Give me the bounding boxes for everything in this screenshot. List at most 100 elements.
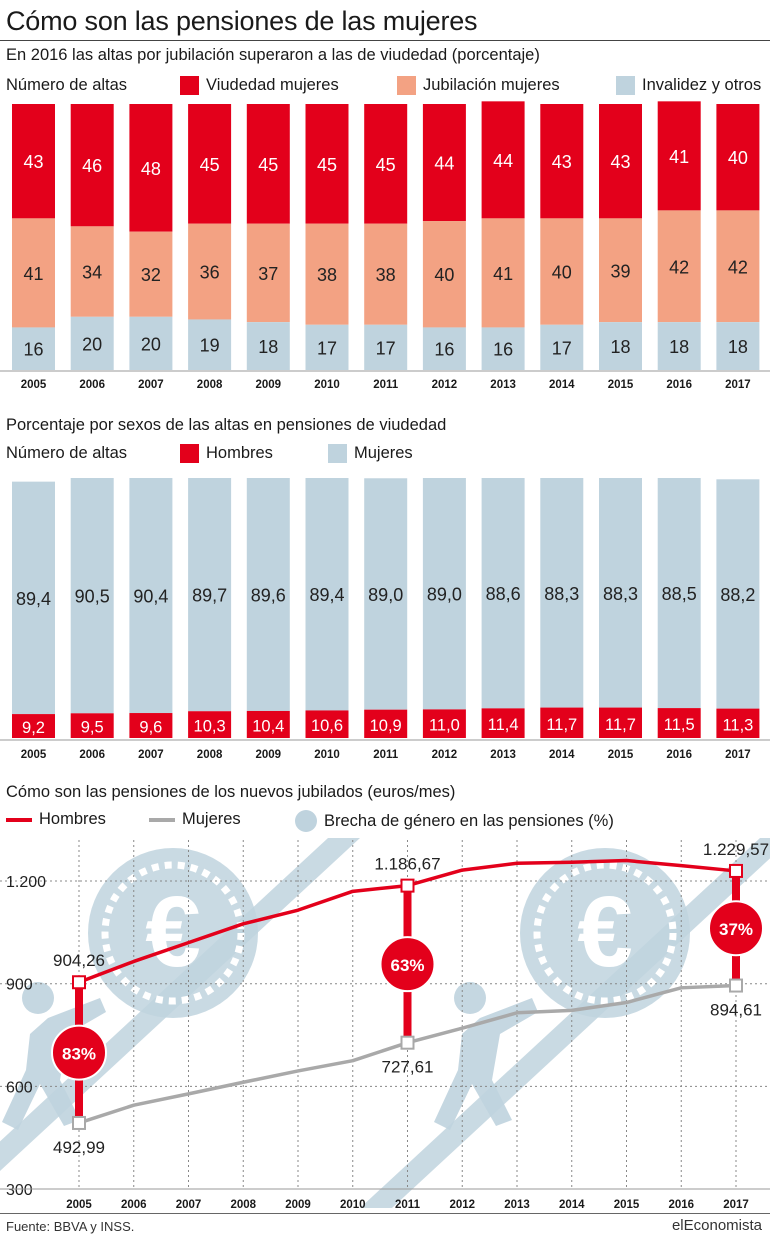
data-label: 17: [317, 338, 337, 358]
section1-legend: Número de altas Viudedad mujeres Jubilac…: [6, 76, 766, 100]
climber-with-coin-icon: €: [0, 838, 360, 1171]
data-label: 90,5: [75, 587, 110, 607]
x-tick-label: 2017: [725, 749, 751, 761]
data-label: 44: [493, 151, 513, 171]
data-label: 17: [376, 338, 396, 358]
bar-segment: [716, 210, 760, 323]
y-tick-label: 900: [6, 977, 33, 994]
x-tick-label: 2008: [197, 749, 223, 761]
x-tick-label: 2015: [614, 1199, 640, 1211]
data-point-mujeres: [72, 1115, 86, 1130]
x-tick-label: 2007: [176, 1199, 202, 1211]
bar-segment: [305, 223, 349, 325]
source-note: Fuente: BBVA y INSS.: [6, 1219, 135, 1234]
data-label: 10,4: [252, 717, 284, 735]
data-label: 11,7: [546, 716, 577, 734]
data-label: 88,6: [486, 584, 521, 604]
x-tick-label: 2007: [138, 749, 164, 761]
bar-segment: [599, 322, 642, 370]
section2-legend-label: Número de altas: [6, 444, 128, 462]
data-label: 11,4: [488, 716, 519, 734]
bar-segment: [364, 478, 408, 710]
y-tick-label: 600: [6, 1079, 33, 1096]
bar-segment: [716, 708, 760, 738]
data-point-hombres: [72, 975, 86, 990]
bar-segment: [12, 327, 55, 370]
bar-segment: [422, 478, 466, 710]
x-tick-label: 2012: [449, 1199, 475, 1211]
data-label: 38: [317, 265, 337, 285]
brand-logo-text: elEconomista: [671, 1217, 762, 1234]
bar-segment: [188, 319, 232, 370]
x-tick-label: 2010: [340, 1199, 366, 1211]
data-label: 45: [376, 155, 396, 175]
bar-segment: [70, 478, 114, 714]
gap-label: 63%: [390, 956, 424, 975]
data-label: 32: [141, 265, 161, 285]
point-value-hombres: 1.186,67: [374, 855, 440, 874]
x-tick-label: 2017: [725, 379, 751, 391]
data-label: 10,3: [194, 718, 226, 736]
data-label: 20: [82, 334, 102, 354]
section3-legend: Hombres Mujeres Brecha de género en las …: [6, 810, 766, 834]
data-label: 43: [552, 152, 572, 172]
x-tick-label: 2013: [490, 379, 516, 391]
bar-segment: [246, 478, 290, 711]
gap-label: 37%: [719, 920, 753, 939]
legend-item-hombres-line: Hombres: [6, 810, 106, 829]
x-tick-label: 2008: [230, 1199, 256, 1211]
x-tick-label: 2011: [395, 1199, 421, 1211]
bar-segment: [246, 322, 290, 370]
x-tick-label: 2015: [608, 749, 634, 761]
bar-segment: [364, 223, 408, 325]
x-tick-label: 2016: [666, 379, 692, 391]
x-tick-label: 2005: [21, 379, 47, 391]
bar-segment: [481, 101, 525, 219]
data-label: 18: [258, 337, 278, 357]
bar-segment: [188, 104, 232, 224]
data-label: 44: [434, 154, 454, 174]
data-label: 36: [200, 263, 220, 283]
data-label: 88,3: [603, 584, 638, 604]
page-title: Cómo son las pensiones de las mujeres: [6, 6, 478, 36]
x-tick-label: 2016: [666, 749, 692, 761]
bar-segment: [599, 478, 642, 708]
bar-segment: [364, 709, 408, 738]
data-label: 43: [610, 152, 630, 172]
legend-item-brecha: Brecha de género en las pensiones (%): [295, 810, 614, 832]
data-label: 42: [728, 257, 748, 277]
bar-segment: [12, 481, 55, 715]
data-label: 89,0: [368, 585, 403, 605]
legend-item-invalidez: Invalidez y otros: [616, 76, 761, 95]
legend-item-label: Viudedad mujeres: [206, 76, 339, 94]
data-label: 45: [258, 155, 278, 175]
x-tick-label: 2013: [504, 1199, 530, 1211]
bar-segment: [188, 478, 232, 712]
data-label: 19: [200, 336, 220, 356]
footer-divider: [0, 1213, 770, 1214]
data-label: 18: [669, 337, 689, 357]
data-label: 16: [23, 340, 43, 360]
bar-segment: [657, 322, 701, 370]
bar-segment: [540, 478, 584, 708]
bar-segment: [657, 708, 701, 738]
x-tick-label: 2016: [668, 1199, 694, 1211]
bar-segment: [716, 479, 760, 709]
data-label: 88,2: [720, 585, 755, 605]
bar-segment: [12, 714, 55, 738]
legend-swatch: [149, 817, 175, 822]
bar-segment: [540, 324, 584, 370]
bar-segment: [657, 210, 701, 323]
data-label: 46: [82, 156, 102, 176]
data-label: 11,7: [605, 716, 636, 734]
data-label: 40: [434, 265, 454, 285]
bar-segment: [657, 478, 701, 709]
data-label: 89,6: [251, 585, 286, 605]
legend-swatch: [180, 444, 199, 463]
x-tick-label: 2015: [608, 379, 634, 391]
data-point-mujeres: [729, 978, 743, 993]
bar-segment: [481, 327, 525, 370]
data-label: 43: [23, 152, 43, 172]
legend-item-label: Mujeres: [354, 444, 413, 462]
x-tick-label: 2009: [256, 379, 282, 391]
